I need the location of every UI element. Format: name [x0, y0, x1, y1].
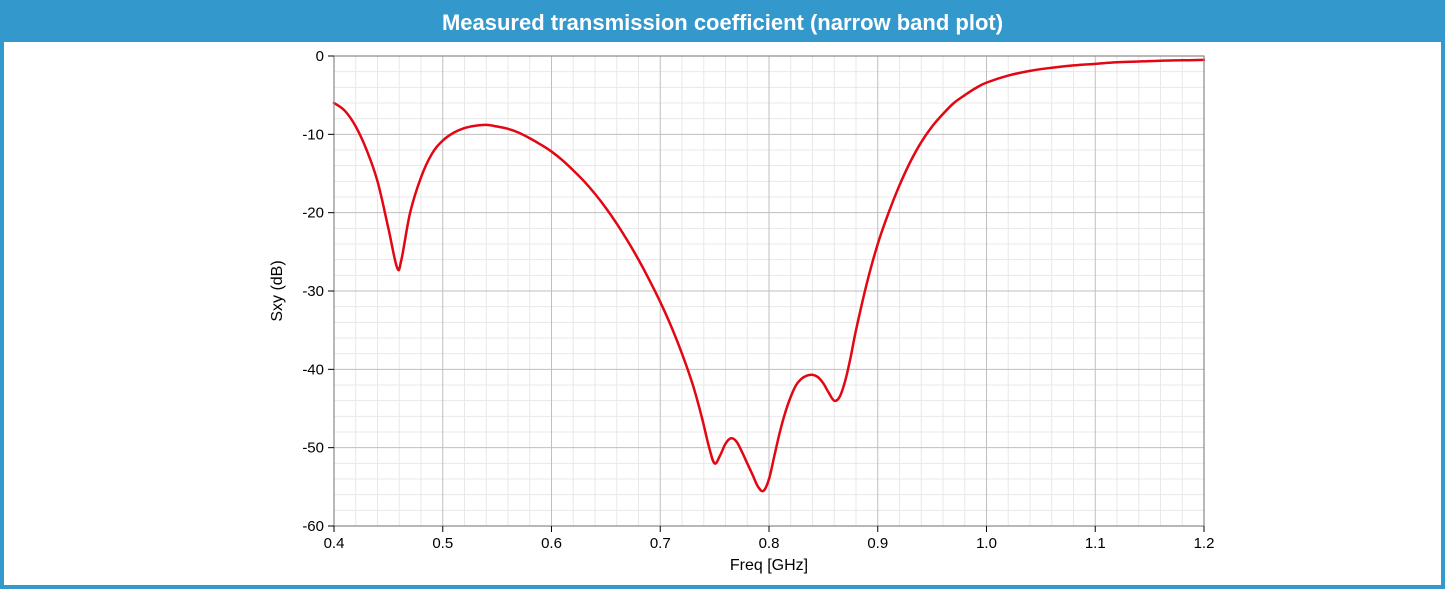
svg-text:1.0: 1.0 — [976, 535, 997, 552]
chart-frame: Measured transmission coefficient (narro… — [0, 0, 1445, 589]
chart-title: Measured transmission coefficient (narro… — [4, 4, 1441, 42]
svg-text:0.9: 0.9 — [867, 535, 888, 552]
svg-text:0: 0 — [316, 48, 324, 65]
svg-text:-10: -10 — [302, 126, 324, 143]
svg-text:-20: -20 — [302, 205, 324, 222]
svg-text:-40: -40 — [302, 361, 324, 378]
svg-text:-60: -60 — [302, 518, 324, 535]
svg-text:1.1: 1.1 — [1085, 535, 1106, 552]
svg-text:0.5: 0.5 — [432, 535, 453, 552]
chart-area: 0.4 0.5 0.6 0.7 0.8 0.9 1.0 1.1 1.2 -60 -50 -40 -30 -… — [4, 46, 1441, 585]
svg-text:0.4: 0.4 — [324, 535, 345, 552]
svg-text:Sxy (dB): Sxy (dB) — [269, 260, 286, 321]
svg-text:-50: -50 — [302, 440, 324, 457]
svg-text:0.7: 0.7 — [650, 535, 671, 552]
line-chart: 0.4 0.5 0.6 0.7 0.8 0.9 1.0 1.1 1.2 -60 -50 -40 -30 -… — [4, 46, 1441, 589]
svg-text:Freq [GHz]: Freq [GHz] — [730, 557, 808, 574]
svg-text:-30: -30 — [302, 283, 324, 300]
svg-text:1.2: 1.2 — [1194, 535, 1215, 552]
svg-text:0.8: 0.8 — [759, 535, 780, 552]
svg-text:0.6: 0.6 — [541, 535, 562, 552]
